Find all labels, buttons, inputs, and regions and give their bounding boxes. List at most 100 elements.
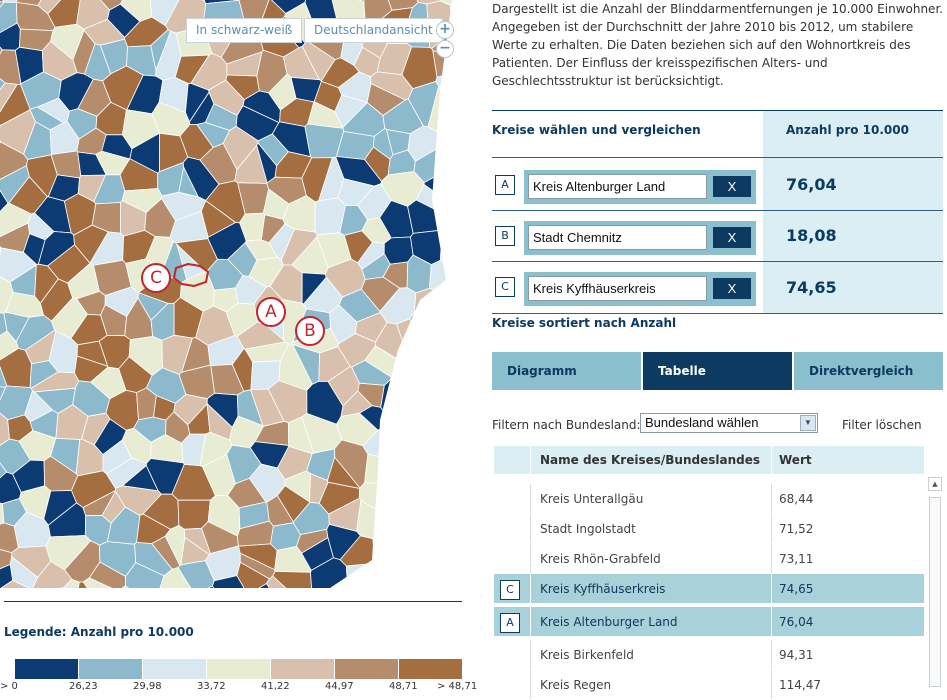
row-value: 68,44 xyxy=(779,492,814,506)
district-input-b[interactable]: Stadt Chemnitz xyxy=(528,225,707,250)
row-col-divider xyxy=(530,484,531,513)
scrollbar-thumb[interactable] xyxy=(929,497,941,687)
map-district[interactable] xyxy=(0,330,19,361)
compare-value-b: 18,08 xyxy=(786,226,837,245)
table-row[interactable]: Kreis Birkenfeld 94,31 xyxy=(494,640,924,670)
district-map-svg[interactable] xyxy=(0,0,462,588)
bundesland-select-value: Bundesland wählen xyxy=(645,415,759,430)
compare-row-divider xyxy=(492,157,943,158)
row-value: 71,52 xyxy=(779,522,814,536)
map-district[interactable] xyxy=(225,74,260,101)
row-value: 94,31 xyxy=(779,648,814,662)
row-col-divider xyxy=(530,670,531,699)
row-col-divider xyxy=(530,640,531,669)
map-outside-border xyxy=(330,0,462,588)
map-district[interactable] xyxy=(16,0,65,6)
tab-direktvergleich[interactable]: Direktvergleich xyxy=(794,352,943,390)
compare-letter-a: A xyxy=(495,175,515,195)
map-district[interactable] xyxy=(178,165,199,198)
tab-diagramm[interactable]: Diagramm xyxy=(492,352,641,390)
map-marker-a[interactable]: A xyxy=(256,297,286,327)
legend-tick-label: > 0 xyxy=(0,681,18,692)
zoom-in-button[interactable]: + xyxy=(436,21,454,39)
choropleth-map[interactable]: In schwarz-weiß Deutschlandansicht + − C… xyxy=(0,0,462,588)
table-row[interactable]: Kreis Unterallgäu 68,44 xyxy=(494,484,924,514)
map-marker-c[interactable]: C xyxy=(141,263,171,293)
map-district[interactable] xyxy=(177,560,215,588)
header-name[interactable]: Name des Kreises/Bundeslandes xyxy=(540,453,761,467)
row-col-divider xyxy=(771,607,772,636)
value-column-header: Anzahl pro 10.000 xyxy=(786,123,909,137)
row-value: 73,11 xyxy=(779,552,814,566)
map-district[interactable] xyxy=(0,580,33,589)
row-value: 76,04 xyxy=(779,615,814,629)
remove-c-button[interactable]: X xyxy=(713,278,751,299)
compare-value-a: 76,04 xyxy=(786,175,837,194)
legend-tick-label: 44,97 xyxy=(325,681,354,692)
map-district[interactable] xyxy=(71,581,105,588)
row-col-divider xyxy=(771,574,772,603)
row-col-divider xyxy=(771,484,772,513)
compare-select-a: Kreis Altenburger Land X xyxy=(524,170,756,204)
chevron-down-icon[interactable]: ▼ xyxy=(800,415,816,431)
table-row[interactable]: Kreis Regen 114,47 xyxy=(494,670,924,700)
tab-tabelle[interactable]: Tabelle xyxy=(643,352,792,390)
clear-filter-link[interactable]: Filter löschen xyxy=(842,418,922,432)
row-name: Stadt Ingolstadt xyxy=(540,522,636,536)
row-col-divider xyxy=(530,544,531,573)
row-name: Kreis Regen xyxy=(540,678,612,692)
compare-value-c: 74,65 xyxy=(786,278,837,297)
compare-select-c: Kreis Kyffhäuserkreis X xyxy=(524,272,756,306)
row-col-divider xyxy=(530,514,531,543)
district-input-c[interactable]: Kreis Kyffhäuserkreis xyxy=(528,276,707,301)
table-row[interactable]: A Kreis Altenburger Land 76,04 xyxy=(494,607,924,637)
scroll-up-icon[interactable]: ▲ xyxy=(928,477,942,491)
filter-label: Filtern nach Bundesland: xyxy=(492,418,641,432)
sorted-title: Kreise sortiert nach Anzahl xyxy=(492,316,677,330)
map-district[interactable] xyxy=(55,578,80,588)
table-row[interactable]: Kreis Rhön-Grabfeld 73,11 xyxy=(494,544,924,574)
map-district[interactable] xyxy=(252,582,282,589)
bundesland-select[interactable]: Bundesland wählen ▼ xyxy=(640,413,818,433)
table-row[interactable]: Stadt Ingolstadt 71,52 xyxy=(494,514,924,544)
district-input-a[interactable]: Kreis Altenburger Land xyxy=(528,174,707,199)
map-district[interactable] xyxy=(310,557,349,588)
value-column-bg xyxy=(763,111,943,313)
zoom-out-button[interactable]: − xyxy=(436,40,454,58)
row-name: Kreis Birkenfeld xyxy=(540,648,634,662)
legend-swatch xyxy=(15,659,78,679)
legend-swatch xyxy=(271,659,334,679)
remove-a-button[interactable]: X xyxy=(713,176,751,197)
row-name: Kreis Kyffhäuserkreis xyxy=(540,582,666,596)
legend-tick-label: 33,72 xyxy=(197,681,226,692)
map-district[interactable] xyxy=(102,585,134,588)
map-district[interactable] xyxy=(0,71,6,105)
legend-tick-label: 48,71 xyxy=(389,681,418,692)
compare-divider xyxy=(492,110,943,111)
remove-b-button[interactable]: X xyxy=(713,227,751,248)
row-letter-badge: C xyxy=(500,580,520,600)
table-header: Name des Kreises/Bundeslandes Wert xyxy=(494,446,924,474)
compare-letter-c: C xyxy=(495,277,515,297)
header-col-divider xyxy=(530,446,531,474)
map-district[interactable] xyxy=(238,543,278,571)
black-white-button[interactable]: In schwarz-weiß xyxy=(186,18,303,43)
legend-tick-label: 29,98 xyxy=(133,681,162,692)
map-district[interactable] xyxy=(0,461,8,499)
compare-row-divider xyxy=(492,313,943,314)
compare-title: Kreise wählen und vergleichen xyxy=(492,123,701,137)
header-value[interactable]: Wert xyxy=(779,453,812,467)
compare-row-divider xyxy=(492,210,943,211)
row-col-divider xyxy=(530,607,531,636)
legend-tick-label: 41,22 xyxy=(261,681,290,692)
germany-view-button[interactable]: Deutschlandansicht xyxy=(304,18,443,43)
table-row[interactable]: C Kreis Kyffhäuserkreis 74,65 xyxy=(494,574,924,604)
map-marker-b[interactable]: B xyxy=(295,316,325,346)
legend-tick-label: > 48,71 xyxy=(437,681,478,692)
row-name: Kreis Altenburger Land xyxy=(540,615,678,629)
legend-tick-label: 26,23 xyxy=(69,681,98,692)
map-district[interactable] xyxy=(199,585,224,588)
legend-divider xyxy=(4,601,462,602)
row-name: Kreis Rhön-Grabfeld xyxy=(540,552,661,566)
legend-swatch xyxy=(79,659,142,679)
